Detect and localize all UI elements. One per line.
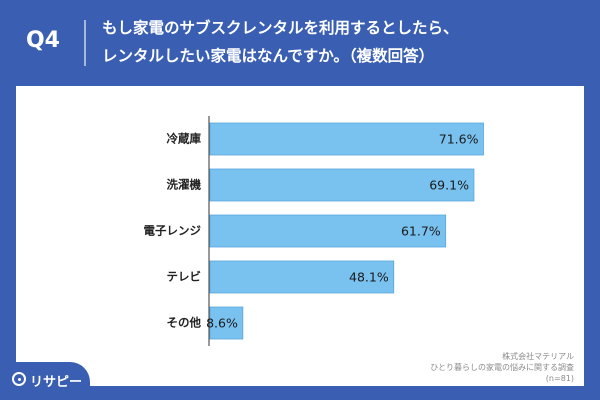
brand-logo: リサピー: [0, 362, 90, 400]
value-label: 48.1%: [349, 270, 389, 285]
category-label: その他: [167, 316, 202, 330]
category-label: 冷蔵庫: [167, 132, 202, 146]
category-label: テレビ: [167, 270, 202, 284]
title-line-1: もし家電のサブスクレンタルを利用するとしたら、: [102, 19, 459, 37]
value-label: 69.1%: [429, 178, 469, 193]
bar: [209, 122, 484, 156]
question-label: Q4: [25, 28, 60, 53]
title-line-2: レンタルしたい家電はなんですか。（複数回答）: [102, 47, 435, 65]
source-note: 株式会社マテリアル ひとり暮らしの家電の悩みに関する調査 (n=81): [430, 351, 574, 384]
header: Q4 もし家電のサブスクレンタルを利用するとしたら、 レンタルしたい家電はなんで…: [0, 0, 600, 86]
value-label: 71.6%: [439, 132, 479, 147]
source-survey: ひとり暮らしの家電の悩みに関する調査: [430, 363, 574, 372]
header-divider: [84, 20, 86, 66]
source-company: 株式会社マテリアル: [502, 352, 574, 361]
value-label: 61.7%: [401, 224, 441, 239]
value-label: 8.6%: [206, 316, 238, 331]
bar-chart: 冷蔵庫 71.6% 洗濯機 69.1% 電子レンジ 61.7% テレビ 48.1% その他 8.6…: [144, 116, 484, 346]
pin-icon: [12, 372, 26, 386]
category-label: 洗濯機: [167, 178, 202, 192]
bar: [209, 168, 475, 202]
chart-panel: 冷蔵庫 71.6% 洗濯機 69.1% 電子レンジ 61.7% テレビ 48.1% その他 8.6…: [16, 86, 584, 386]
source-sample: (n=81): [545, 374, 574, 383]
brand-name: リサピー: [30, 375, 83, 390]
category-label: 電子レンジ: [144, 224, 202, 238]
bar: [209, 306, 244, 340]
bar: [209, 214, 447, 248]
bar: [209, 260, 395, 294]
question-title: もし家電のサブスクレンタルを利用するとしたら、 レンタルしたい家電はなんですか。…: [102, 14, 582, 70]
